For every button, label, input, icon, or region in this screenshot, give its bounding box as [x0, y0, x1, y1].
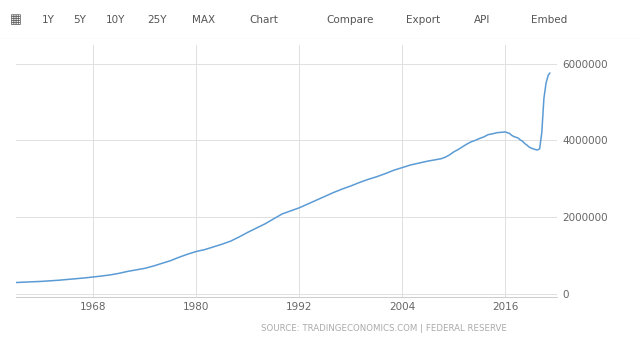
- Text: SOURCE: TRADINGECONOMICS.COM | FEDERAL RESERVE: SOURCE: TRADINGECONOMICS.COM | FEDERAL R…: [261, 324, 507, 333]
- Text: 1Y: 1Y: [42, 15, 54, 25]
- Text: Chart: Chart: [250, 15, 278, 25]
- Text: MAX: MAX: [192, 15, 215, 25]
- Text: 25Y: 25Y: [147, 15, 166, 25]
- Text: Embed: Embed: [531, 15, 568, 25]
- Text: 10Y: 10Y: [106, 15, 125, 25]
- Text: API: API: [474, 15, 490, 25]
- Text: ▦: ▦: [10, 13, 22, 26]
- Text: 5Y: 5Y: [74, 15, 86, 25]
- Text: Compare: Compare: [326, 15, 374, 25]
- Text: Export: Export: [406, 15, 440, 25]
